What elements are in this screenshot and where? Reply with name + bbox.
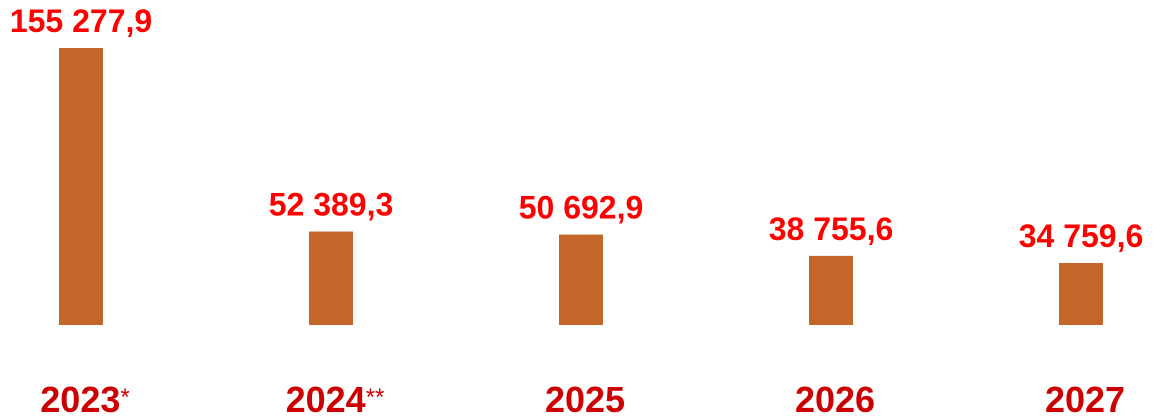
value-label-2026: 38 755,6 bbox=[769, 211, 894, 247]
category-label-2026: 2026 bbox=[795, 379, 875, 420]
category-footnote-mark: ** bbox=[366, 384, 385, 411]
category-label-2023: 2023* bbox=[40, 379, 129, 420]
category-footnote-mark: * bbox=[120, 384, 129, 411]
category-year: 2023 bbox=[40, 379, 120, 420]
bar-2027 bbox=[1059, 262, 1103, 325]
category-label-2024: 2024** bbox=[286, 379, 385, 420]
bar-2026 bbox=[809, 255, 853, 325]
category-year: 2026 bbox=[795, 379, 875, 420]
category-year: 2024 bbox=[286, 379, 366, 420]
value-label-2027: 34 759,6 bbox=[1019, 218, 1144, 254]
bar-2025 bbox=[559, 234, 603, 325]
category-label-2025: 2025 bbox=[545, 379, 625, 420]
category-label-2027: 2027 bbox=[1045, 379, 1125, 420]
bar-2024 bbox=[309, 231, 353, 325]
category-year: 2027 bbox=[1045, 379, 1125, 420]
category-year: 2025 bbox=[545, 379, 625, 420]
value-label-2025: 50 692,9 bbox=[519, 190, 644, 226]
value-label-2024: 52 389,3 bbox=[269, 187, 394, 223]
value-label-2023: 155 277,9 bbox=[10, 3, 152, 39]
bar-2023 bbox=[59, 48, 103, 325]
